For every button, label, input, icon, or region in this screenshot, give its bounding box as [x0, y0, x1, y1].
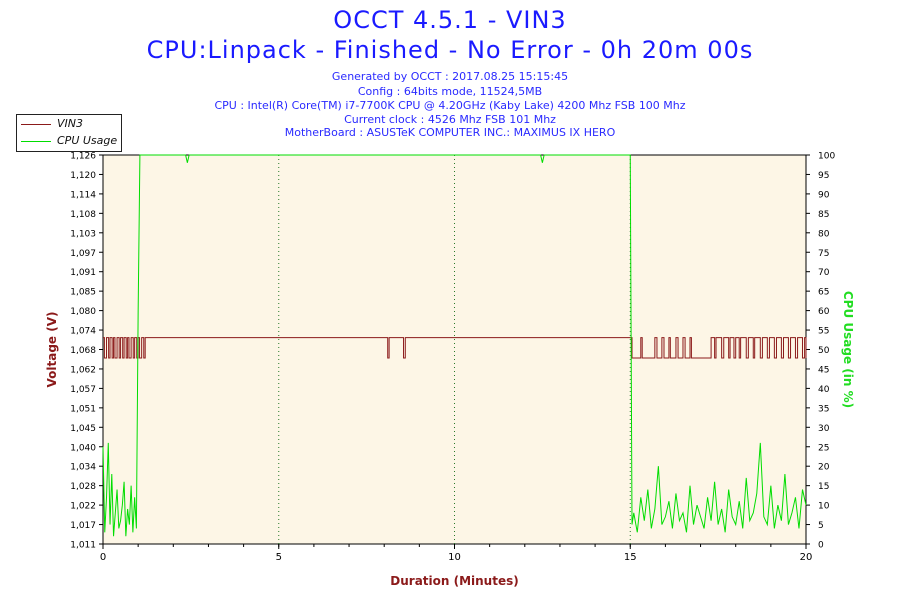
left-tick-label: 1,114	[70, 190, 96, 200]
legend: VIN3 CPU Usage	[16, 114, 122, 152]
right-tick-label: 100	[818, 152, 835, 162]
x-tick-label: 15	[624, 552, 637, 563]
plot-area	[102, 154, 807, 545]
legend-label-cpu: CPU Usage	[57, 134, 118, 147]
left-tick-label: 1,091	[70, 268, 96, 278]
series-line-vin3	[103, 337, 807, 359]
right-tick-label: 35	[818, 404, 829, 414]
right-tick-label: 60	[818, 307, 830, 317]
chart-title: OCCT 4.5.1 - VIN3	[333, 6, 567, 34]
info-config: Config : 64bits mode, 11524,5MB	[357, 85, 543, 98]
right-tick-label: 10	[818, 502, 830, 512]
right-tick-label: 30	[818, 424, 830, 434]
left-tick-label: 1,045	[70, 424, 96, 434]
series-line-cpu-usage	[102, 154, 807, 537]
legend-label-vin3: VIN3	[57, 117, 83, 130]
right-tick-label: 0	[818, 541, 824, 551]
left-tick-label: 1,034	[70, 463, 96, 473]
left-tick-label: 1,126	[70, 152, 96, 162]
right-tick-label: 25	[818, 443, 829, 453]
chart-subtitle: CPU:Linpack - Finished - No Error - 0h 2…	[146, 36, 754, 64]
right-tick-label: 95	[818, 171, 829, 181]
x-tick-label: 20	[800, 552, 813, 563]
right-tick-label: 90	[818, 190, 830, 200]
x-tick-label: 0	[100, 552, 106, 563]
right-tick-label: 15	[818, 482, 829, 492]
right-tick-label: 5	[818, 521, 824, 531]
left-tick-label: 1,085	[70, 288, 96, 298]
left-tick-label: 1,022	[70, 502, 96, 512]
x-axis-label: Duration (Minutes)	[390, 574, 518, 588]
info-generated: Generated by OCCT : 2017.08.25 15:15:45	[331, 70, 569, 83]
left-tick-label: 1,103	[70, 229, 96, 239]
info-motherboard: MotherBoard : ASUSTeK COMPUTER INC.: MAX…	[284, 126, 616, 139]
right-tick-label: 80	[818, 229, 830, 239]
y-axis-label-left: Voltage (V)	[45, 312, 59, 388]
left-tick-label: 1,011	[70, 541, 96, 551]
left-tick-label: 1,051	[70, 404, 96, 414]
info-clock: Current clock : 4526 Mhz FSB 101 Mhz	[344, 113, 556, 126]
right-tick-label: 45	[818, 365, 829, 375]
left-tick-label: 1,108	[70, 210, 96, 220]
right-tick-label: 20	[818, 463, 830, 473]
left-tick-label: 1,040	[70, 443, 96, 453]
left-tick-label: 1,074	[70, 327, 96, 337]
left-tick-label: 1,097	[70, 249, 96, 259]
left-tick-label: 1,057	[70, 385, 96, 395]
right-tick-label: 65	[818, 288, 829, 298]
right-tick-label: 50	[818, 346, 830, 356]
x-tick-label: 10	[448, 552, 461, 563]
right-tick-label: 85	[818, 210, 829, 220]
left-tick-label: 1,062	[70, 365, 96, 375]
right-tick-label: 75	[818, 249, 829, 259]
left-tick-label: 1,028	[70, 482, 96, 492]
legend-swatch-cpu	[21, 141, 51, 142]
legend-item-vin3: VIN3	[17, 117, 121, 131]
right-tick-label: 55	[818, 327, 829, 337]
legend-swatch-vin3	[21, 124, 51, 125]
legend-item-cpu: CPU Usage	[17, 134, 121, 148]
right-tick-label: 40	[818, 385, 830, 395]
left-tick-label: 1,017	[70, 521, 96, 531]
left-tick-label: 1,120	[70, 171, 96, 181]
y-axis-label-right: CPU Usage (in %)	[841, 291, 855, 408]
info-cpu: CPU : Intel(R) Core(TM) i7-7700K CPU @ 4…	[214, 99, 686, 112]
left-tick-label: 1,068	[70, 346, 96, 356]
right-tick-label: 70	[818, 268, 830, 278]
x-tick-label: 5	[276, 552, 282, 563]
left-tick-label: 1,080	[70, 307, 96, 317]
